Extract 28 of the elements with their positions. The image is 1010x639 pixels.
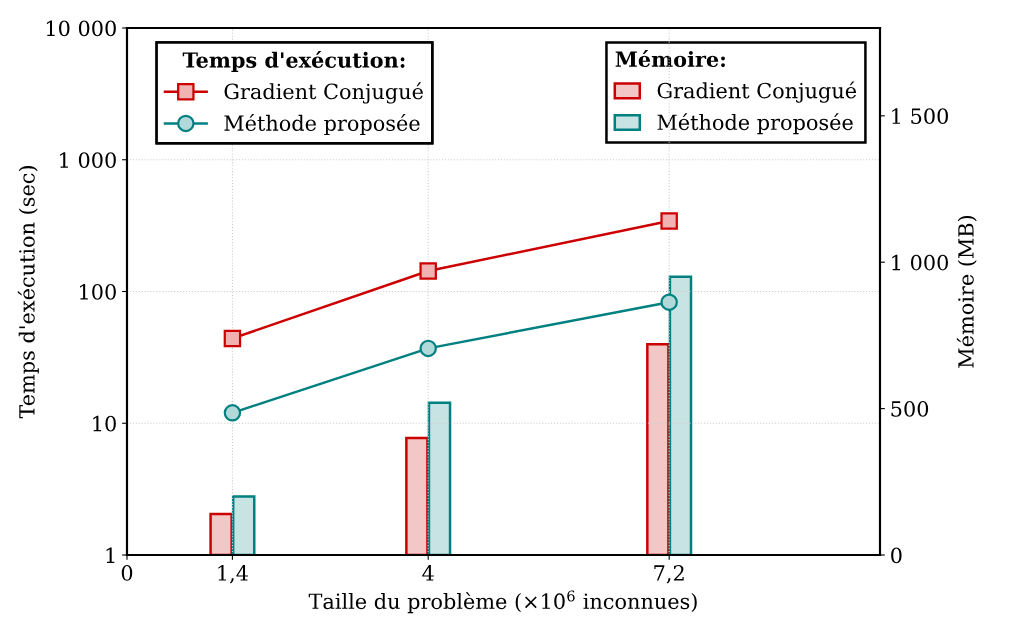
y2-tick-label: 1 000	[892, 254, 948, 271]
point	[660, 293, 678, 311]
y2-tick-label: 500	[891, 401, 929, 417]
legend-label: Méthode proposée	[224, 114, 420, 136]
y-tick-label: 100	[80, 283, 116, 300]
point	[660, 212, 678, 230]
y-tick-label: 10 000	[46, 20, 116, 37]
y2-tick-label: 1 500	[892, 108, 948, 125]
y-tick-label: 1	[106, 547, 115, 563]
y-axis-title: Temps d'exécution (sec)	[17, 166, 39, 419]
y2-tick-label: 0	[891, 547, 902, 564]
x-tick-label: 1,4	[218, 565, 248, 584]
point	[223, 404, 242, 422]
point	[419, 262, 437, 280]
point	[419, 339, 437, 358]
legend-title: Temps d'exécution:	[182, 50, 405, 72]
x-tick-label: 4	[422, 565, 434, 581]
point	[223, 329, 242, 348]
x-tick-label: 0	[121, 565, 133, 581]
legend-label: Méthode proposée	[657, 113, 853, 135]
y-tick-label: 10	[93, 415, 116, 432]
annotation: Mémoire:	[615, 50, 725, 68]
x-axis-title: Taille du problème (×10$^{6}$ inconnues)	[308, 590, 697, 614]
y2-axis-title: Mémoire (MB)	[956, 215, 977, 368]
y-tick-label: 1 000	[60, 152, 116, 168]
legend-label: Gradient Conjugué	[224, 82, 423, 104]
legend-label: Gradient Conjugué	[657, 81, 857, 103]
x-tick-label: 7,2	[654, 565, 684, 584]
